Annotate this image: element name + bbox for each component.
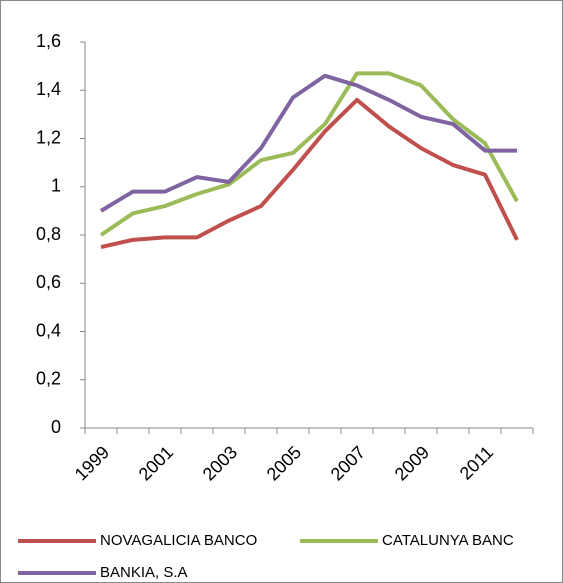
series-line (99, 71, 519, 237)
legend-label: NOVAGALICIA BANCO (100, 532, 257, 549)
series-line (100, 97, 519, 250)
y-tick-label: 1,4 (36, 79, 61, 99)
legend-label: BANKIA, S.A (100, 564, 188, 581)
y-tick-label: 0,4 (36, 320, 61, 340)
y-tick-label: 0 (51, 417, 61, 437)
y-tick-label: 0,8 (36, 224, 61, 244)
y-tick-label: 0,2 (36, 369, 61, 389)
y-tick-label: 1 (51, 176, 61, 196)
y-tick-label: 0,6 (36, 272, 61, 292)
y-tick-label: 1,6 (36, 31, 61, 51)
series-line (99, 73, 517, 213)
y-tick-label: 1,2 (36, 127, 61, 147)
legend-label: CATALUNYA BANC (382, 532, 514, 549)
